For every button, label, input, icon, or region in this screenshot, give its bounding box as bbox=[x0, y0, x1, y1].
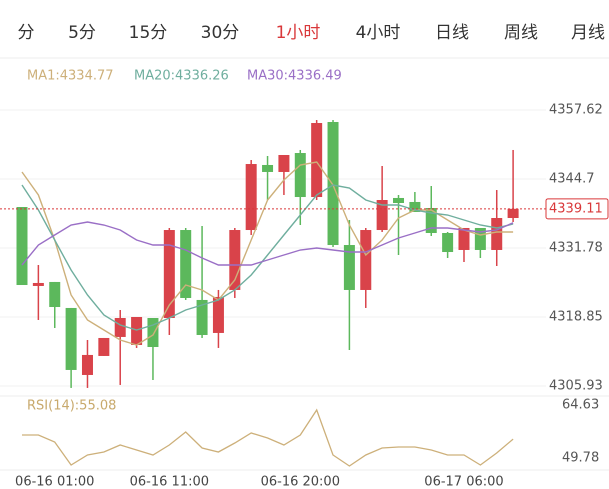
timeframe-tab[interactable]: 15分 bbox=[129, 23, 168, 43]
candle-body bbox=[16, 207, 28, 286]
candle-body bbox=[65, 307, 77, 370]
legend-entry: MA30:4336.49 bbox=[247, 69, 342, 84]
candle-body bbox=[180, 230, 192, 298]
candle-body bbox=[163, 230, 175, 319]
candle-body bbox=[409, 201, 421, 212]
candle-body bbox=[229, 230, 241, 290]
candle-body bbox=[327, 121, 339, 246]
timeframe-tab[interactable]: 5分 bbox=[68, 23, 96, 43]
x-tick-label: 06-16 20:00 bbox=[261, 475, 340, 489]
x-tick-label: 06-17 06:00 bbox=[424, 475, 503, 489]
legend-entry: MA1:4334.77 bbox=[27, 69, 114, 84]
candle-body bbox=[360, 230, 372, 290]
ma-line bbox=[21, 161, 514, 346]
candle-body bbox=[245, 164, 257, 231]
legend-entry: MA20:4336.26 bbox=[134, 69, 229, 84]
candle-body bbox=[442, 233, 454, 253]
x-tick-label: 06-16 01:00 bbox=[15, 475, 94, 489]
y-tick-label: 49.78 bbox=[562, 451, 599, 466]
y-tick-label: 4331.78 bbox=[549, 240, 603, 255]
candle-body bbox=[491, 218, 503, 250]
candle-body bbox=[458, 227, 470, 250]
candle-body bbox=[507, 208, 519, 218]
timeframe-tab[interactable]: 日线 bbox=[435, 23, 469, 43]
ma-line bbox=[21, 221, 514, 266]
last-price-box bbox=[545, 198, 609, 220]
candle-body bbox=[114, 318, 126, 337]
rsi-line bbox=[22, 408, 514, 467]
timeframe-tab[interactable]: 30分 bbox=[201, 23, 240, 43]
candle-body bbox=[474, 227, 486, 250]
candle-body bbox=[212, 296, 224, 333]
candle-body bbox=[262, 164, 274, 172]
timeframe-tab[interactable]: 周线 bbox=[504, 23, 538, 43]
timeframe-tab[interactable]: 分 bbox=[18, 23, 35, 43]
x-tick-label: 06-16 11:00 bbox=[130, 475, 209, 489]
ma-line bbox=[21, 184, 514, 331]
timeframe-tab[interactable]: 4小时 bbox=[356, 23, 401, 43]
candle-body bbox=[98, 337, 110, 356]
candle-body bbox=[278, 154, 290, 172]
last-price-label: 4339.11 bbox=[549, 201, 603, 216]
candle-body bbox=[376, 200, 388, 231]
candle-body bbox=[32, 282, 44, 286]
y-tick-label: 4357.62 bbox=[549, 102, 603, 117]
y-tick-label: 4344.7 bbox=[549, 171, 595, 186]
candle-body bbox=[81, 354, 93, 375]
candle-body bbox=[425, 208, 437, 234]
candle-body bbox=[343, 245, 355, 290]
y-tick-label: 4318.85 bbox=[549, 309, 603, 324]
y-tick-label: 64.63 bbox=[562, 397, 599, 412]
candle-body bbox=[147, 318, 159, 347]
timeframe-tab[interactable]: 1小时 bbox=[276, 23, 321, 43]
candle-body bbox=[393, 197, 405, 203]
candle-body bbox=[196, 299, 208, 335]
candle-body bbox=[49, 281, 61, 308]
candle-body bbox=[311, 123, 323, 198]
y-tick-label: 4305.93 bbox=[549, 378, 603, 393]
timeframe-tab[interactable]: 月线 bbox=[571, 23, 605, 43]
candle-body bbox=[294, 153, 306, 198]
candle-body bbox=[131, 316, 143, 345]
indicator-title: RSI(14):55.08 bbox=[27, 399, 116, 414]
